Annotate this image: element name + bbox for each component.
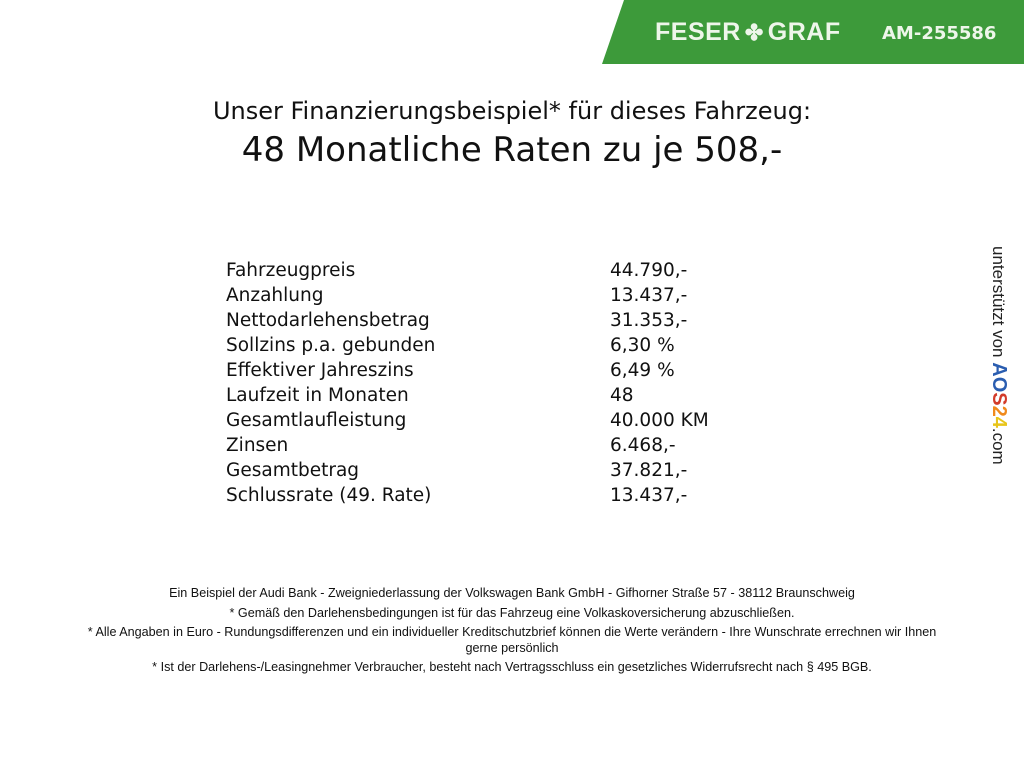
row-label: Effektiver Jahreszins	[226, 360, 414, 381]
vehicle-code: AM-255586	[882, 23, 997, 44]
brand-logo: FESER ✤ GRAF	[655, 18, 841, 47]
brand-name-left: FESER	[655, 18, 741, 46]
brand-name-right: GRAF	[767, 18, 841, 46]
row-value: 6,49 %	[610, 360, 675, 381]
footer-line: * Ist der Darlehens-/Leasingnehmer Verbr…	[152, 660, 872, 674]
clover-icon: ✤	[744, 20, 764, 45]
aos24-logo: AOS24	[988, 362, 1010, 428]
aos24-logo-letter: S	[988, 392, 1010, 406]
sponsor-prefix: unterstützt von	[989, 246, 1008, 358]
aos24-logo-letter: A	[988, 362, 1010, 377]
row-label: Sollzins p.a. gebunden	[226, 335, 436, 356]
row-label: Gesamtlaufleistung	[226, 410, 407, 431]
sponsor-label: unterstützt von AOS24.com	[987, 246, 1010, 465]
sponsor-suffix: .com	[989, 427, 1008, 465]
row-value: 6,30 %	[610, 335, 675, 356]
row-value: 6.468,-	[610, 435, 676, 456]
row-label: Zinsen	[226, 435, 289, 456]
row-value: 48	[610, 385, 634, 406]
row-label: Fahrzeugpreis	[226, 260, 356, 281]
row-value: 40.000 KM	[610, 410, 709, 431]
footer-line: * Gemäß den Darlehensbedingungen ist für…	[229, 605, 795, 620]
footer-line: Ein Beispiel der Audi Bank - Zweignieder…	[169, 586, 855, 600]
legal-footer: Ein Beispiel der Audi Bank - Zweignieder…	[70, 586, 954, 680]
row-value: 44.790,-	[610, 260, 688, 281]
row-value: 31.353,-	[610, 310, 688, 331]
row-label: Gesamtbetrag	[226, 460, 360, 481]
aos24-logo-letter: O	[988, 376, 1010, 393]
row-label: Schlussrate (49. Rate)	[226, 485, 432, 506]
row-value: 37.821,-	[610, 460, 688, 481]
row-label: Nettodarlehensbetrag	[226, 310, 430, 331]
brand-banner	[602, 0, 1024, 64]
aos24-logo-letter: 2	[988, 405, 1010, 417]
row-label: Anzahlung	[226, 285, 324, 306]
heading-rate: 48 Monatliche Raten zu je 508,-	[241, 130, 783, 170]
aos24-logo-letter: 4	[988, 416, 1010, 428]
row-value: 13.437,-	[610, 485, 688, 506]
heading-subtitle: Unser Finanzierungsbeispiel* für dieses …	[212, 97, 812, 125]
row-value: 13.437,-	[610, 285, 688, 306]
footer-line: * Alle Angaben in Euro - Rundungsdiffere…	[87, 625, 937, 655]
row-label: Laufzeit in Monaten	[226, 385, 409, 406]
